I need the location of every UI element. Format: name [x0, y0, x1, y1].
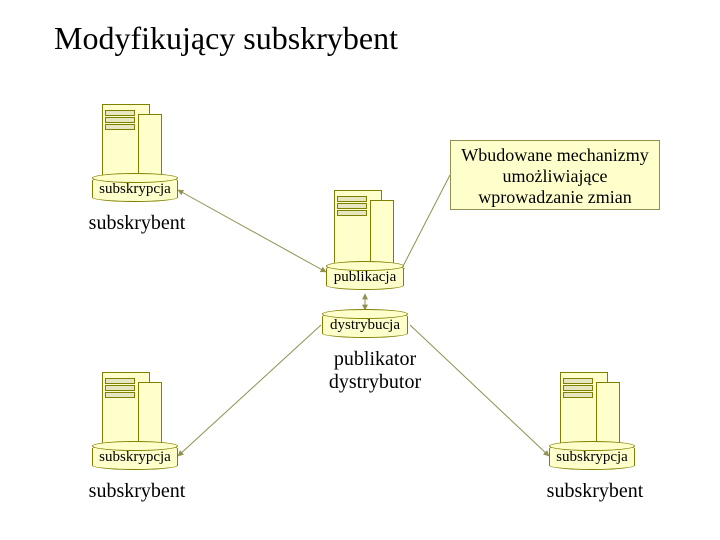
cylinder-label: publikacja: [334, 269, 396, 286]
cylinder-label: subskrypcja: [556, 449, 628, 466]
mechanism-callout: Wbudowane mechanizmy umożliwiające wprow…: [450, 140, 660, 210]
publisher-distributor-label: publikator dystrybutor: [310, 348, 440, 394]
subscriber-label-top: subskrybent: [72, 212, 202, 235]
cylinder-label: dystrybucja: [330, 317, 400, 334]
subscription-cylinder-top: subskrypcja: [92, 176, 178, 202]
distribution-cylinder: dystrybucja: [322, 312, 408, 338]
subscriber-label-bottom-right: subskrybent: [530, 480, 660, 503]
subscription-cylinder-bottom-right: subskrypcja: [549, 444, 635, 470]
subscriber-label-bottom-left: subskrybent: [72, 480, 202, 503]
page-title: Modyfikujący subskrybent: [54, 20, 398, 57]
publication-cylinder: publikacja: [326, 264, 404, 290]
cylinder-label: subskrypcja: [99, 181, 171, 198]
cylinder-label: subskrypcja: [99, 449, 171, 466]
subscription-cylinder-bottom-left: subskrypcja: [92, 444, 178, 470]
